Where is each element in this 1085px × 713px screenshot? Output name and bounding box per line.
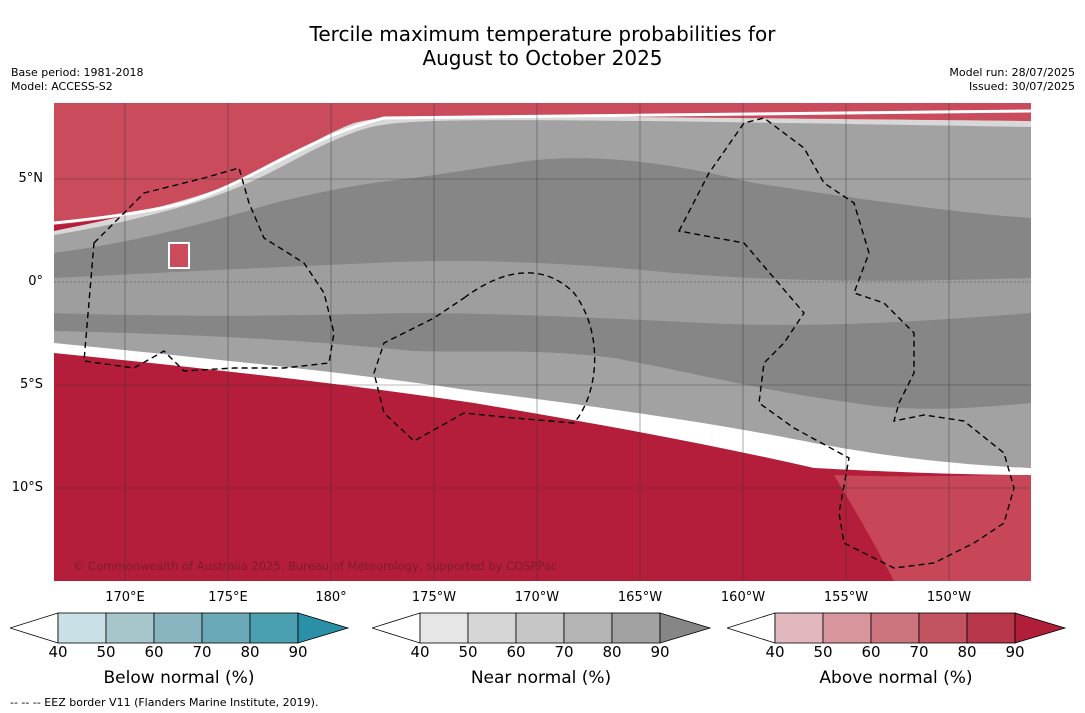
cbar-near-tick: 70 (554, 643, 574, 661)
north-boundary-line (54, 109, 1031, 225)
cbar-near-high-arrow (659, 612, 712, 644)
lon-label-170e: 170°E (105, 590, 145, 605)
island-hotspot (168, 242, 190, 269)
title-line-1: Tercile maximum temperature probabilitie… (309, 22, 776, 46)
cbar-near-seg-3 (515, 612, 565, 644)
eez-border-east (677, 117, 1015, 569)
cbar-above-low-arrow (727, 612, 776, 644)
cbar-below-tick: 70 (192, 643, 212, 661)
eez-border-west (83, 167, 335, 372)
cbar-below-seg-5 (249, 612, 299, 644)
eez-footnote: -- -- -- EEZ border V11 (Flanders Marine… (10, 696, 319, 709)
lat-label-0: 0° (28, 274, 43, 289)
forecast-map (54, 103, 1031, 581)
cbar-near-seg-5 (611, 612, 661, 644)
cbar-above-seg-5 (966, 612, 1016, 644)
above-70-southeast-patch (834, 475, 1031, 581)
map-title: Tercile maximum temperature probabilitie… (0, 22, 1085, 70)
base-period: Base period: 1981-2018 (11, 66, 144, 79)
lon-label-165w: 165°W (617, 590, 663, 605)
cbar-near-low-arrow (372, 612, 421, 644)
cbar-below-seg-4 (201, 612, 251, 644)
lon-label-175w: 175°W (411, 590, 457, 605)
near-normal-inner-band (54, 261, 1031, 325)
lat-label-10s: 10°S (11, 480, 43, 495)
cbar-near-seg-4 (563, 612, 613, 644)
lon-label-160w: 160°W (720, 590, 766, 605)
lon-label-170w: 170°W (514, 590, 560, 605)
cbar-below-tick: 90 (288, 643, 308, 661)
cbar-above-high-arrow (1014, 612, 1067, 644)
eez-border-central (373, 272, 596, 442)
above-70-north-band (54, 103, 1031, 225)
cbar-above-seg-1 (774, 612, 824, 644)
cbar-near-tick: 50 (458, 643, 478, 661)
cbar-near-tick: 90 (650, 643, 670, 661)
colorbar-above-label: Above normal (%) (819, 668, 973, 688)
cbar-below-tick: 40 (48, 643, 68, 661)
meta-right: Model run: 28/07/2025 Issued: 30/07/2025 (949, 66, 1075, 94)
cbar-below-low-arrow (10, 612, 59, 644)
model-run: Model run: 28/07/2025 (949, 66, 1075, 79)
cbar-below-tick: 50 (96, 643, 116, 661)
colorbar-above-normal (727, 612, 1067, 644)
lon-label-155w: 155°W (823, 590, 869, 605)
eez-borders (83, 117, 1015, 569)
meta-left: Base period: 1981-2018 Model: ACCESS-S2 (11, 66, 143, 94)
cbar-above-tick: 60 (861, 643, 881, 661)
cbar-above-tick: 80 (957, 643, 977, 661)
cbar-above-tick: 50 (813, 643, 833, 661)
colorbar-near-label: Near normal (%) (470, 668, 612, 688)
cbar-above-tick: 90 (1005, 643, 1025, 661)
lat-label-5n: 5°N (18, 171, 44, 186)
cbar-below-seg-3 (153, 612, 203, 644)
cbar-near-seg-2 (467, 612, 517, 644)
cbar-near-tick: 60 (506, 643, 526, 661)
cbar-below-tick: 60 (144, 643, 164, 661)
cbar-near-tick: 40 (410, 643, 430, 661)
cbar-below-seg-2 (105, 612, 155, 644)
lon-label-180: 180° (315, 590, 347, 605)
colorbar-near-normal (372, 612, 712, 644)
issued-date: Issued: 30/07/2025 (968, 80, 1075, 93)
cbar-above-seg-4 (918, 612, 968, 644)
title-line-2: August to October 2025 (422, 46, 663, 70)
lon-label-150w: 150°W (926, 590, 972, 605)
cbar-above-seg-2 (822, 612, 872, 644)
cbar-below-seg-1 (57, 612, 107, 644)
lon-label-175e: 175°E (208, 590, 248, 605)
graticule (54, 103, 1031, 581)
copyright-notice: © Commonwealth of Australia 2025, Bureau… (73, 559, 558, 573)
lat-label-5s: 5°S (19, 377, 43, 392)
cbar-below-tick: 80 (240, 643, 260, 661)
cbar-above-seg-3 (870, 612, 920, 644)
cbar-above-tick: 70 (909, 643, 929, 661)
model-name: Model: ACCESS-S2 (11, 80, 113, 93)
cbar-near-tick: 80 (602, 643, 622, 661)
colorbar-below-label: Below normal (%) (103, 668, 255, 688)
cbar-near-seg-1 (419, 612, 469, 644)
cbar-above-tick: 40 (765, 643, 785, 661)
cbar-below-high-arrow (297, 612, 350, 644)
colorbar-below-normal (10, 612, 350, 644)
above-near-boundary (54, 343, 1031, 475)
